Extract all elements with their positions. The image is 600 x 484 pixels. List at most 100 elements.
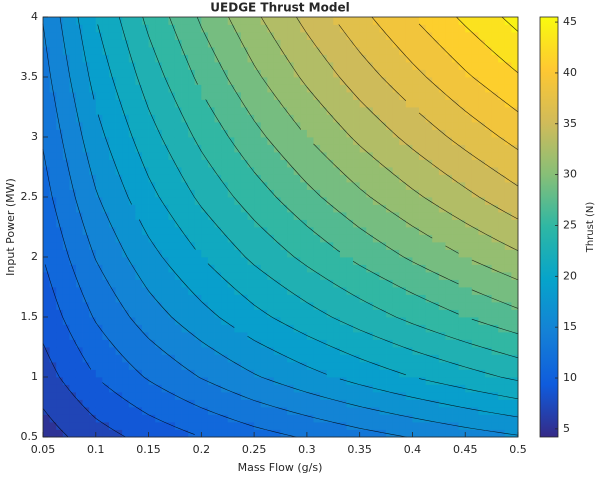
contour-fill [425,287,433,295]
contour-fill [214,332,222,340]
contour-fill [69,324,77,333]
contour-fill [405,77,413,85]
contour-fill [339,272,347,280]
contour-fill [313,272,321,280]
contour-fill [432,332,440,340]
contour-fill [333,287,341,295]
contour-fill [300,362,308,370]
contour-fill [306,152,314,160]
contour-fill [267,92,275,100]
contour-fill [49,17,57,25]
contour-fill [379,264,387,273]
contour-fill [300,324,308,333]
contour-fill [234,324,242,333]
contour-fill [465,257,473,265]
contour-fill [194,369,202,378]
contour-fill [280,392,288,400]
contour-fill [75,24,83,33]
contour-fill [260,362,268,370]
contour-fill [56,167,64,175]
contour-fill [471,17,479,25]
contour-fill [207,264,215,273]
contour-fill [504,302,512,310]
contour-fill [498,204,506,213]
contour-fill [108,294,116,303]
contour-fill [267,129,275,138]
contour-fill [234,309,242,318]
contour-fill [320,347,328,355]
contour-fill [379,47,387,55]
contour-fill [445,279,453,288]
contour-fill [491,182,499,190]
contour-fill [293,347,301,355]
contour-fill [194,242,202,250]
contour-fill [214,249,222,258]
contour-fill [62,257,70,265]
contour-fill [95,287,103,295]
contour-fill [89,167,97,175]
contour-fill [287,39,295,48]
contour-fill [234,137,242,145]
contour-fill [339,249,347,258]
contour-fill [260,144,268,153]
contour-fill [148,354,156,363]
contour-fill [498,17,506,25]
contour-fill [234,414,242,423]
contour-fill [353,264,361,273]
contour-fill [320,167,328,175]
contour-fill [214,137,222,145]
contour-fill [141,92,149,100]
contour-fill [287,92,295,100]
contour-fill [353,159,361,168]
contour-fill [234,54,242,63]
contour-fill [221,92,229,100]
contour-fill [174,242,182,250]
contour-fill [207,302,215,310]
contour-fill [386,242,394,250]
contour-fill [188,92,196,100]
contour-fill [313,302,321,310]
contour-fill [108,369,116,378]
contour-fill [135,302,143,310]
contour-fill [148,167,156,175]
contour-fill [346,294,354,303]
contour-fill [254,144,262,153]
contour-fill [287,24,295,33]
y-tick-label: 1.5 [21,310,39,323]
contour-fill [108,167,116,175]
contour-fill [247,129,255,138]
contour-fill [69,294,77,303]
contour-fill [465,144,473,153]
contour-fill [168,242,176,250]
contour-fill [353,54,361,63]
contour-fill [56,219,64,228]
contour-fill [366,392,374,400]
contour-fill [247,347,255,355]
contour-fill [306,167,314,175]
contour-fill [452,159,460,168]
contour-fill [188,39,196,48]
contour-fill [405,197,413,205]
contour-fill [445,377,453,385]
contour-fill [333,47,341,55]
contour-fill [399,212,407,220]
colorbar [539,16,559,438]
contour-fill [128,309,136,318]
contour-fill [102,54,110,63]
contour-fill [108,47,116,55]
contour-fill [181,242,189,250]
contour-fill [115,324,123,333]
contour-fill [405,182,413,190]
contour-fill [214,227,222,235]
contour-fill [56,189,64,198]
contour-fill [273,347,281,355]
contour-fill [174,62,182,70]
contour-fill [372,249,380,258]
contour-fill [49,257,57,265]
contour-fill [141,137,149,145]
contour-fill [161,197,169,205]
contour-fill [425,302,433,310]
contour-fill [240,414,248,423]
contour-fill [445,392,453,400]
contour-fill [168,114,176,123]
